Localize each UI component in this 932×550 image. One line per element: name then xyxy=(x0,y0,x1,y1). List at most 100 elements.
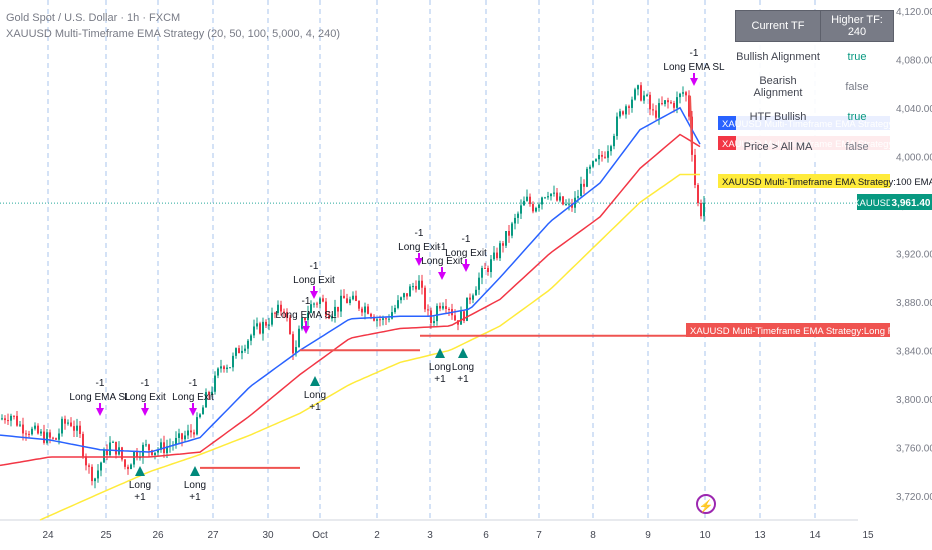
candle-body xyxy=(178,433,180,438)
candle-body xyxy=(4,418,6,421)
strategy-title[interactable]: XAUUSD Multi-Timeframe EMA Strategy (20,… xyxy=(6,28,341,40)
candle-body xyxy=(496,252,498,259)
candle-body xyxy=(652,109,654,111)
candle-body xyxy=(304,317,306,321)
long-arrow-icon xyxy=(435,348,445,358)
symbol-title[interactable]: Gold Spot / U.S. Dollar · 1h · FXCM xyxy=(6,12,181,24)
candle-body xyxy=(580,183,582,197)
y-tick-label: 4,120.00 xyxy=(896,7,932,18)
candle-body xyxy=(337,306,339,312)
candle-body xyxy=(499,243,501,259)
exit-arrow-icon xyxy=(438,272,446,280)
timeframe-table: Current TF Higher TF: 240 Bullish Alignm… xyxy=(735,10,894,162)
candle-body xyxy=(211,391,213,395)
candle-body xyxy=(58,433,60,440)
candle-body xyxy=(145,444,147,446)
candle-body xyxy=(436,305,438,322)
candle-body xyxy=(568,203,570,205)
candle-body xyxy=(295,347,297,354)
candle-body xyxy=(16,415,18,426)
candle-body xyxy=(31,428,33,435)
trade-signal-label: Long xyxy=(429,362,451,373)
x-tick-label: 2 xyxy=(374,530,380,541)
candle-body xyxy=(106,449,108,456)
candle-body xyxy=(367,306,369,314)
candle-body xyxy=(523,200,525,206)
trade-signal-label: Long Exit xyxy=(293,275,335,286)
candle-body xyxy=(25,433,27,435)
candle-body xyxy=(667,100,669,103)
trade-signal-label: Long xyxy=(184,480,206,491)
candle-body xyxy=(520,205,522,214)
candle-body xyxy=(187,430,189,436)
lightning-icon[interactable]: ⚡ xyxy=(696,494,716,514)
trade-signal-label: Long Exit xyxy=(421,256,463,267)
tf-row-value: false xyxy=(820,72,894,102)
exit-arrow-icon xyxy=(96,408,104,416)
y-tick-label: 3,920.00 xyxy=(896,249,932,260)
candle-body xyxy=(544,197,546,199)
candle-body xyxy=(427,309,429,311)
candle-body xyxy=(277,304,279,313)
candle-body xyxy=(697,184,699,204)
candle-body xyxy=(61,418,63,434)
candle-body xyxy=(547,196,549,198)
ema100-label-bg xyxy=(718,174,890,188)
candle-body xyxy=(406,293,408,297)
candle-body xyxy=(292,334,294,354)
candle-body xyxy=(700,203,702,217)
candle-body xyxy=(232,355,234,368)
candle-body xyxy=(223,366,225,370)
ema100-line xyxy=(39,173,700,521)
candle-body xyxy=(364,306,366,313)
candle-body xyxy=(565,204,567,206)
x-tick-label: 7 xyxy=(536,530,542,541)
candle-body xyxy=(514,217,516,224)
candle-body xyxy=(616,116,618,136)
candle-body xyxy=(262,321,264,334)
candle-body xyxy=(649,94,651,110)
candle-body xyxy=(175,437,177,445)
candle-body xyxy=(331,316,333,319)
candle-body xyxy=(196,417,198,435)
candle-body xyxy=(469,297,471,300)
trade-qty-label: -1 xyxy=(462,234,471,245)
ema50-line xyxy=(0,133,701,467)
trade-signal-label: Long EMA SL xyxy=(663,62,725,73)
candle-body xyxy=(682,92,684,94)
trade-signal-label: Long Exit xyxy=(172,392,214,403)
symbol-badge: XAUUSD xyxy=(853,198,893,209)
candle-body xyxy=(361,308,363,313)
candle-body xyxy=(634,89,636,100)
trade-qty-label: -1 xyxy=(189,378,198,389)
tf-row-label: HTF Bullish xyxy=(735,102,821,132)
candle-body xyxy=(319,298,321,304)
trade-qty-label: -1 xyxy=(438,242,447,253)
candle-body xyxy=(52,437,54,439)
y-tick-label: 4,000.00 xyxy=(896,152,932,163)
candle-body xyxy=(589,166,591,169)
candle-body xyxy=(181,433,183,440)
candle-body xyxy=(403,293,405,298)
y-tick-label: 3,720.00 xyxy=(896,492,932,503)
exit-arrow-icon xyxy=(141,408,149,416)
candle-body xyxy=(415,286,417,290)
candle-body xyxy=(601,154,603,157)
candle-body xyxy=(703,202,705,217)
x-tick-label: 15 xyxy=(862,530,874,541)
candle-body xyxy=(673,102,675,108)
exit-arrow-icon xyxy=(462,264,470,272)
candle-body xyxy=(127,466,129,470)
candle-body xyxy=(643,95,645,101)
candle-body xyxy=(10,415,12,421)
candle-body xyxy=(160,442,162,450)
ema20-line xyxy=(0,106,701,453)
candle-body xyxy=(43,431,45,443)
candle-body xyxy=(334,306,336,317)
candle-body xyxy=(448,309,450,311)
candle-body xyxy=(610,146,612,152)
trade-qty-label: -1 xyxy=(302,296,311,307)
candle-body xyxy=(274,312,276,314)
candle-body xyxy=(40,431,42,434)
trade-qty-label: -1 xyxy=(310,261,319,272)
